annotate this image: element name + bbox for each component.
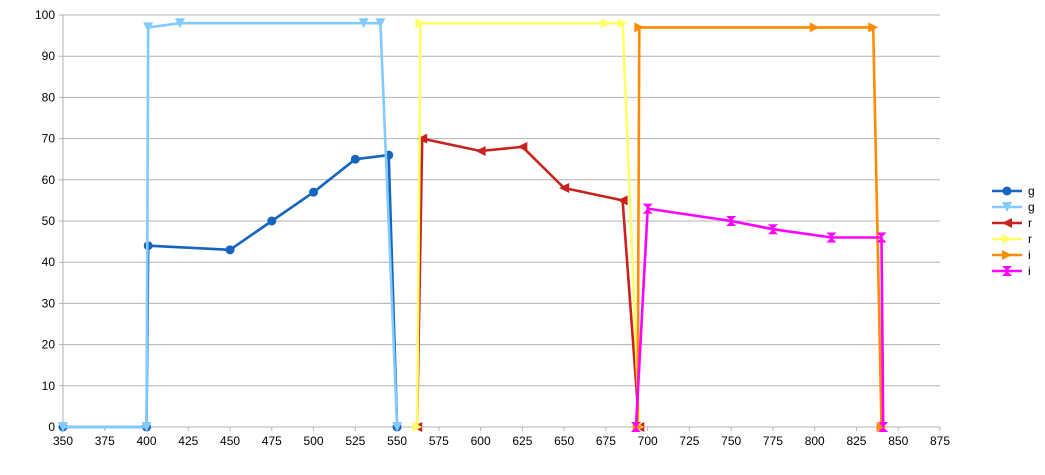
y-tick-label: 50 (42, 214, 56, 228)
data-point (600, 18, 611, 29)
data-point (225, 245, 235, 255)
data-point (630, 422, 641, 432)
x-tick-label: 675 (596, 434, 616, 448)
legend-entry: g (992, 184, 1035, 198)
y-tick-label: 0 (48, 420, 55, 434)
data-point (559, 183, 570, 194)
series-line (634, 207, 885, 428)
data-point (350, 154, 360, 164)
data-point (375, 18, 386, 29)
x-tick-label: 400 (137, 434, 157, 448)
x-tick-label: 475 (262, 434, 282, 448)
x-tick-label: 575 (429, 434, 449, 448)
legend-label: i (1028, 248, 1031, 262)
legend-marker (1002, 266, 1012, 276)
x-tick-label: 625 (512, 434, 532, 448)
x-tick-label: 750 (721, 434, 741, 448)
data-point (174, 18, 185, 29)
x-tick-label: 350 (53, 434, 73, 448)
series-line (63, 21, 399, 429)
data-point (143, 22, 154, 33)
legend-marker (1002, 234, 1012, 244)
series-line (415, 137, 641, 428)
plot-series (58, 18, 889, 432)
data-point (309, 187, 319, 197)
y-tick-label: 70 (42, 132, 56, 146)
legend-label: g (1028, 200, 1035, 214)
x-tick-label: 825 (846, 434, 866, 448)
y-tick-label: 40 (42, 255, 56, 269)
data-point (412, 422, 423, 432)
data-point (415, 18, 426, 29)
data-point (634, 22, 645, 33)
y-tick-label: 20 (42, 338, 56, 352)
y-tick-label: 10 (42, 379, 56, 393)
legend-marker (1002, 202, 1012, 212)
data-point (876, 422, 887, 432)
y-tick-label: 80 (42, 90, 56, 104)
legend-label: i (1028, 264, 1031, 278)
x-tick-label: 700 (638, 434, 658, 448)
data-point (475, 145, 486, 156)
data-point (267, 216, 277, 226)
data-point (642, 203, 653, 214)
series-r-2 (412, 133, 645, 432)
legend-label: r (1028, 232, 1032, 246)
data-point (878, 422, 889, 432)
series-g-0 (58, 150, 402, 432)
series-r-3 (412, 18, 645, 432)
data-point (617, 18, 628, 29)
x-axis: 350 375 400 425 450 475 500 525 550 575 600 625 650 6… (53, 427, 950, 448)
x-tick-label: 650 (554, 434, 574, 448)
x-tick-label: 425 (178, 434, 198, 448)
legend-marker (1002, 186, 1012, 196)
x-tick-label: 375 (95, 434, 115, 448)
y-tick-label: 100 (35, 8, 55, 22)
y-tick-label: 60 (42, 173, 56, 187)
x-tick-label: 800 (805, 434, 825, 448)
legend-entry: g (992, 200, 1035, 214)
data-point (809, 22, 820, 33)
data-point (876, 232, 887, 243)
series-g-1 (58, 18, 403, 432)
x-tick-label: 500 (304, 434, 324, 448)
data-point (826, 232, 837, 243)
y-tick-label: 90 (42, 49, 56, 63)
data-point (141, 422, 152, 432)
y-tick-label: 30 (42, 296, 56, 310)
gridlines (59, 14, 940, 428)
data-point (358, 18, 369, 29)
data-point (868, 22, 879, 33)
data-point (726, 216, 737, 226)
legend-entry: r (992, 216, 1032, 230)
x-tick-label: 725 (679, 434, 699, 448)
x-tick-label: 450 (220, 434, 240, 448)
x-tick-label: 550 (387, 434, 407, 448)
data-point (617, 195, 628, 206)
legend-label: g (1028, 184, 1035, 198)
data-point (392, 422, 403, 432)
legend-label: r (1028, 216, 1032, 230)
legend-marker (1002, 250, 1012, 260)
x-tick-label: 875 (930, 434, 950, 448)
x-tick-label: 775 (763, 434, 783, 448)
legend-entry: i (992, 264, 1031, 278)
legend-marker (1002, 218, 1012, 228)
data-point (767, 224, 778, 235)
x-tick-label: 525 (345, 434, 365, 448)
x-tick-label: 600 (471, 434, 491, 448)
series-i-5 (630, 203, 889, 432)
x-tick-label: 850 (888, 434, 908, 448)
series-line (415, 21, 641, 428)
legend-entry: r (992, 232, 1032, 246)
data-point (58, 422, 68, 432)
y-axis: 0 10 20 30 40 50 60 70 80 90 100 (35, 8, 64, 434)
legend-entry: i (992, 248, 1031, 262)
data-point (417, 133, 428, 144)
data-point (517, 141, 528, 152)
